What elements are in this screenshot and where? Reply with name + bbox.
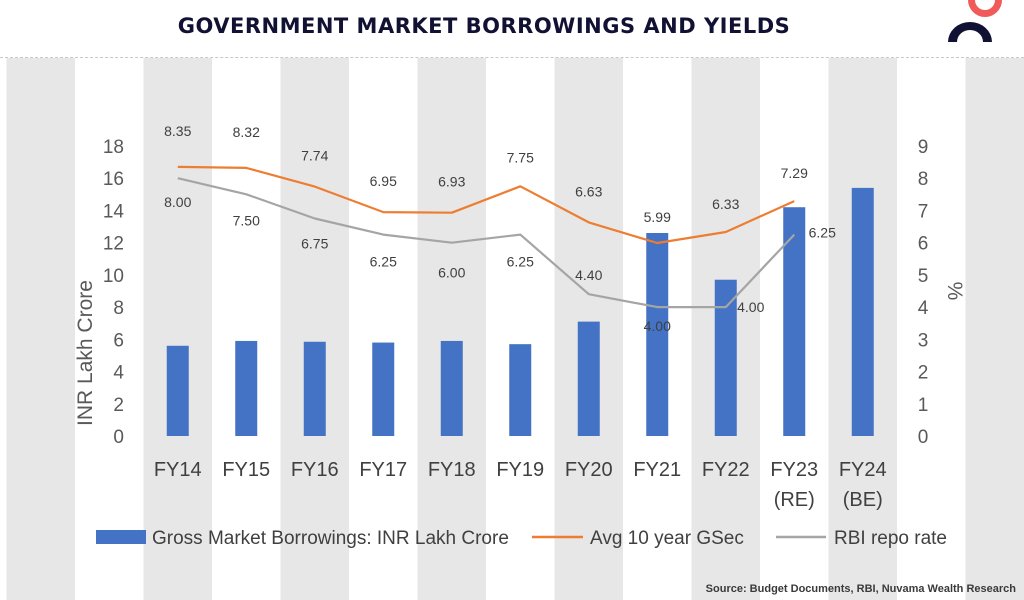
background-band xyxy=(143,58,212,600)
header: GOVERNMENT MARKET BORROWINGS AND YIELDS xyxy=(0,0,1024,58)
bar xyxy=(783,207,806,436)
x-tick-label: FY17 xyxy=(359,459,407,481)
gsec-data-label: 6.93 xyxy=(438,174,465,190)
data-labels: 8.35 8.32 7.74 6.95 6.93 7.75 6.63 5.99 6.33 7.29… xyxy=(164,123,836,334)
legend-swatch-bar xyxy=(96,530,146,544)
repo-data-label: 4.40 xyxy=(575,267,602,283)
bar xyxy=(235,340,258,436)
repo-data-label: 6.25 xyxy=(507,254,534,270)
source-note: Source: Budget Documents, RBI, Nuvama We… xyxy=(705,583,1016,595)
bar xyxy=(303,341,326,436)
nuvama-logo-icon xyxy=(948,0,1002,42)
y2-tick-label: 6 xyxy=(918,234,929,255)
y2-tick-label: 4 xyxy=(918,298,929,319)
bar xyxy=(166,345,189,436)
bar xyxy=(577,321,600,436)
x-tick-label: FY16 xyxy=(291,459,339,481)
bar-series xyxy=(166,187,874,436)
x-tick-label: FY21 xyxy=(633,459,681,481)
y-tick-label: 0 xyxy=(113,427,124,448)
x-tick-label: FY24 xyxy=(839,459,887,481)
page-title: GOVERNMENT MARKET BORROWINGS AND YIELDS xyxy=(177,14,791,38)
x-tick-label: (RE) xyxy=(774,489,815,511)
repo-data-label: 7.50 xyxy=(233,212,260,228)
x-tick-label: FY20 xyxy=(565,459,613,481)
y-tick-label: 12 xyxy=(103,234,124,255)
gsec-data-label: 6.33 xyxy=(712,196,739,212)
background-band xyxy=(6,58,75,600)
x-tick-label: FY14 xyxy=(154,459,202,481)
x-tick-label: FY19 xyxy=(496,459,544,481)
background-band xyxy=(280,58,349,600)
y-tick-label: 8 xyxy=(113,298,124,319)
x-tick-label: FY18 xyxy=(428,459,476,481)
y-tick-label: 4 xyxy=(113,363,124,384)
gsec-data-label: 7.29 xyxy=(781,165,808,181)
gsec-data-label: 5.99 xyxy=(644,209,671,225)
bar xyxy=(440,340,463,436)
y-tick-label: 18 xyxy=(103,137,124,158)
x-tick-label: (BE) xyxy=(843,489,883,511)
gsec-data-label: 7.75 xyxy=(507,149,534,165)
legend-label: Gross Market Borrowings: INR Lakh Crore xyxy=(152,528,509,549)
repo-data-label: 8.00 xyxy=(164,194,191,210)
background-band xyxy=(417,58,486,600)
y-tick-label: 2 xyxy=(113,395,124,416)
repo-data-label: 6.75 xyxy=(301,236,328,252)
left-axis: 0 2 4 6 8 10 12 14 16 18 xyxy=(103,137,125,448)
repo-data-label: 4.00 xyxy=(644,318,671,334)
x-tick-label: FY23 xyxy=(770,459,818,481)
bar xyxy=(851,187,874,436)
y2-tick-label: 7 xyxy=(918,201,929,222)
gsec-data-label: 6.63 xyxy=(575,183,602,199)
x-tick-label: FY22 xyxy=(702,459,750,481)
header-divider xyxy=(0,57,1024,58)
y-tick-label: 10 xyxy=(103,266,124,287)
y-tick-label: 14 xyxy=(103,201,125,222)
gsec-line xyxy=(177,165,795,245)
repo-data-label: 6.00 xyxy=(438,265,465,281)
y2-tick-label: 1 xyxy=(918,395,929,416)
y-tick-label: 6 xyxy=(113,330,124,351)
repo-line xyxy=(177,177,796,309)
y2-tick-label: 9 xyxy=(918,137,929,158)
gsec-data-label: 7.74 xyxy=(301,148,328,164)
bar xyxy=(646,233,669,436)
y-axis-label: INR Lakh Crore xyxy=(74,280,97,426)
bar xyxy=(372,342,395,436)
right-axis: 0 1 2 3 4 5 6 7 8 9 xyxy=(918,137,929,448)
repo-data-label: 6.25 xyxy=(370,254,397,270)
bar xyxy=(509,344,532,436)
repo-data-label: 6.25 xyxy=(809,225,836,241)
x-axis: FY14 FY15 FY16 FY17 FY18 FY19 FY20 FY21 FY22 FY23… xyxy=(154,459,887,511)
background-band xyxy=(965,58,1024,600)
legend-label: Avg 10 year GSec xyxy=(590,528,744,549)
line-series xyxy=(177,165,796,309)
legend-label: RBI repo rate xyxy=(834,528,947,549)
y-tick-label: 16 xyxy=(103,169,124,190)
y2-tick-label: 5 xyxy=(918,266,929,287)
gsec-data-label: 8.32 xyxy=(233,124,260,140)
x-tick-label: FY15 xyxy=(222,459,270,481)
y2-tick-label: 3 xyxy=(918,330,929,351)
gsec-data-label: 8.35 xyxy=(164,123,191,139)
repo-data-label: 4.00 xyxy=(737,299,764,315)
bar xyxy=(714,279,737,436)
legend: Gross Market Borrowings: INR Lakh Crore A… xyxy=(96,528,947,549)
y2-tick-label: 2 xyxy=(918,363,929,384)
gsec-data-label: 6.95 xyxy=(370,173,397,189)
y2-tick-label: 0 xyxy=(918,427,929,448)
y2-axis-label: % xyxy=(943,282,966,301)
y2-tick-label: 8 xyxy=(918,169,929,190)
